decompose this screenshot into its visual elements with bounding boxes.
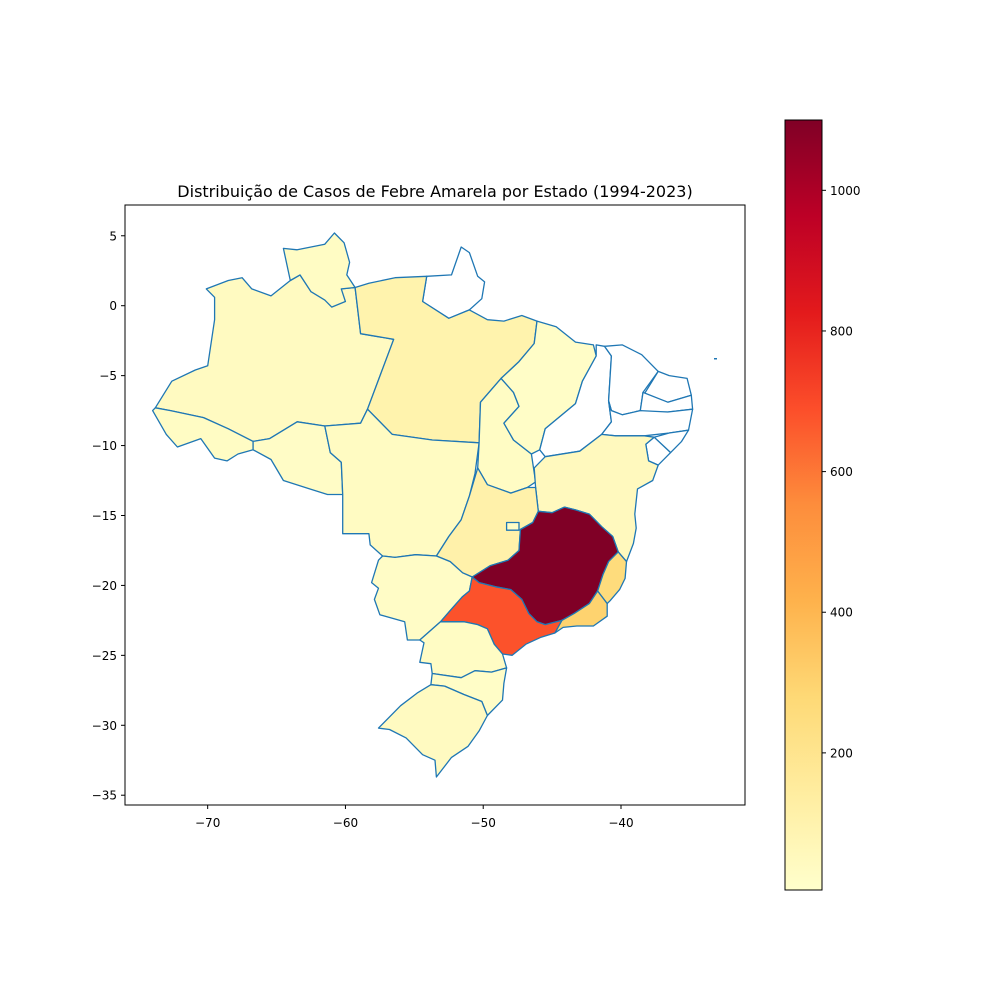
x-tick-label: −40	[608, 816, 633, 830]
y-axis: 5 0 −5 −10 −15 −20 −25 −30 −35	[92, 229, 125, 803]
colorbar-gradient	[785, 120, 822, 890]
y-tick-label: −15	[92, 509, 117, 523]
island-mark	[714, 358, 717, 360]
y-tick-label: 0	[109, 299, 117, 313]
y-tick-label: −30	[92, 719, 117, 733]
y-tick-label: −5	[99, 369, 117, 383]
y-tick-label: −35	[92, 789, 117, 803]
state-acre	[151, 407, 254, 462]
x-tick-label: −60	[333, 816, 358, 830]
x-axis: −70 −60 −50 −40	[195, 805, 634, 830]
state-distrito-federal	[505, 521, 520, 531]
state-sao-paulo	[439, 576, 563, 656]
state-roraima	[282, 232, 356, 308]
plot-frame	[124, 204, 746, 806]
colorbar-tick-label: 1000	[830, 184, 861, 198]
chart-title: Distribuição de Casos de Febre Amarela p…	[177, 182, 692, 201]
colorbar-tick-label: 600	[830, 465, 853, 479]
y-tick-label: −10	[92, 439, 117, 453]
colorbar-tick-label: 200	[830, 746, 853, 760]
y-tick-label: −20	[92, 579, 117, 593]
x-tick-label: −70	[195, 816, 220, 830]
state-maranhao	[500, 320, 597, 455]
colorbar-ticks: 200 400 600 800 1000	[822, 184, 861, 760]
y-tick-label: 5	[109, 229, 117, 243]
map-layer	[151, 232, 694, 778]
colorbar-tick-label: 800	[830, 324, 853, 338]
colorbar-frame	[784, 119, 823, 891]
colorbar: 200 400 600 800 1000	[784, 119, 861, 891]
y-tick-label: −25	[92, 649, 117, 663]
x-tick-label: −50	[471, 816, 496, 830]
state-rio-grande-do-sul	[377, 684, 489, 778]
colorbar-tick-label: 400	[830, 606, 853, 620]
